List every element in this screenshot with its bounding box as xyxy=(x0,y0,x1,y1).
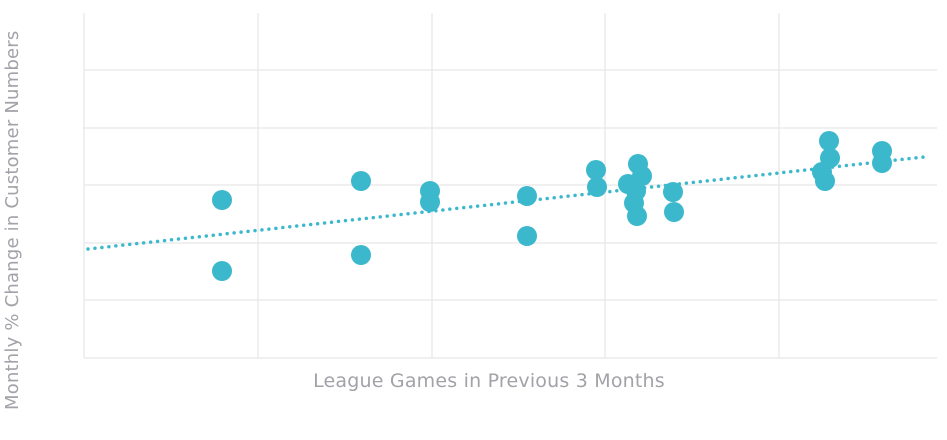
data-point xyxy=(212,190,232,210)
data-point xyxy=(627,206,647,226)
data-point xyxy=(517,186,537,206)
data-point xyxy=(586,160,606,180)
data-point xyxy=(517,226,537,246)
x-axis-title: League Games in Previous 3 Months xyxy=(313,370,665,392)
data-point xyxy=(351,171,371,191)
trendline xyxy=(86,155,926,251)
data-point xyxy=(872,153,892,173)
data-point xyxy=(664,202,684,222)
data-point xyxy=(587,177,607,197)
data-point xyxy=(420,192,440,212)
data-point xyxy=(351,245,371,265)
y-axis-title: Monthly % Change in Customer Numbers xyxy=(2,30,23,410)
data-point xyxy=(815,171,835,191)
data-point xyxy=(819,131,839,151)
data-point xyxy=(663,182,683,202)
data-point xyxy=(212,261,232,281)
